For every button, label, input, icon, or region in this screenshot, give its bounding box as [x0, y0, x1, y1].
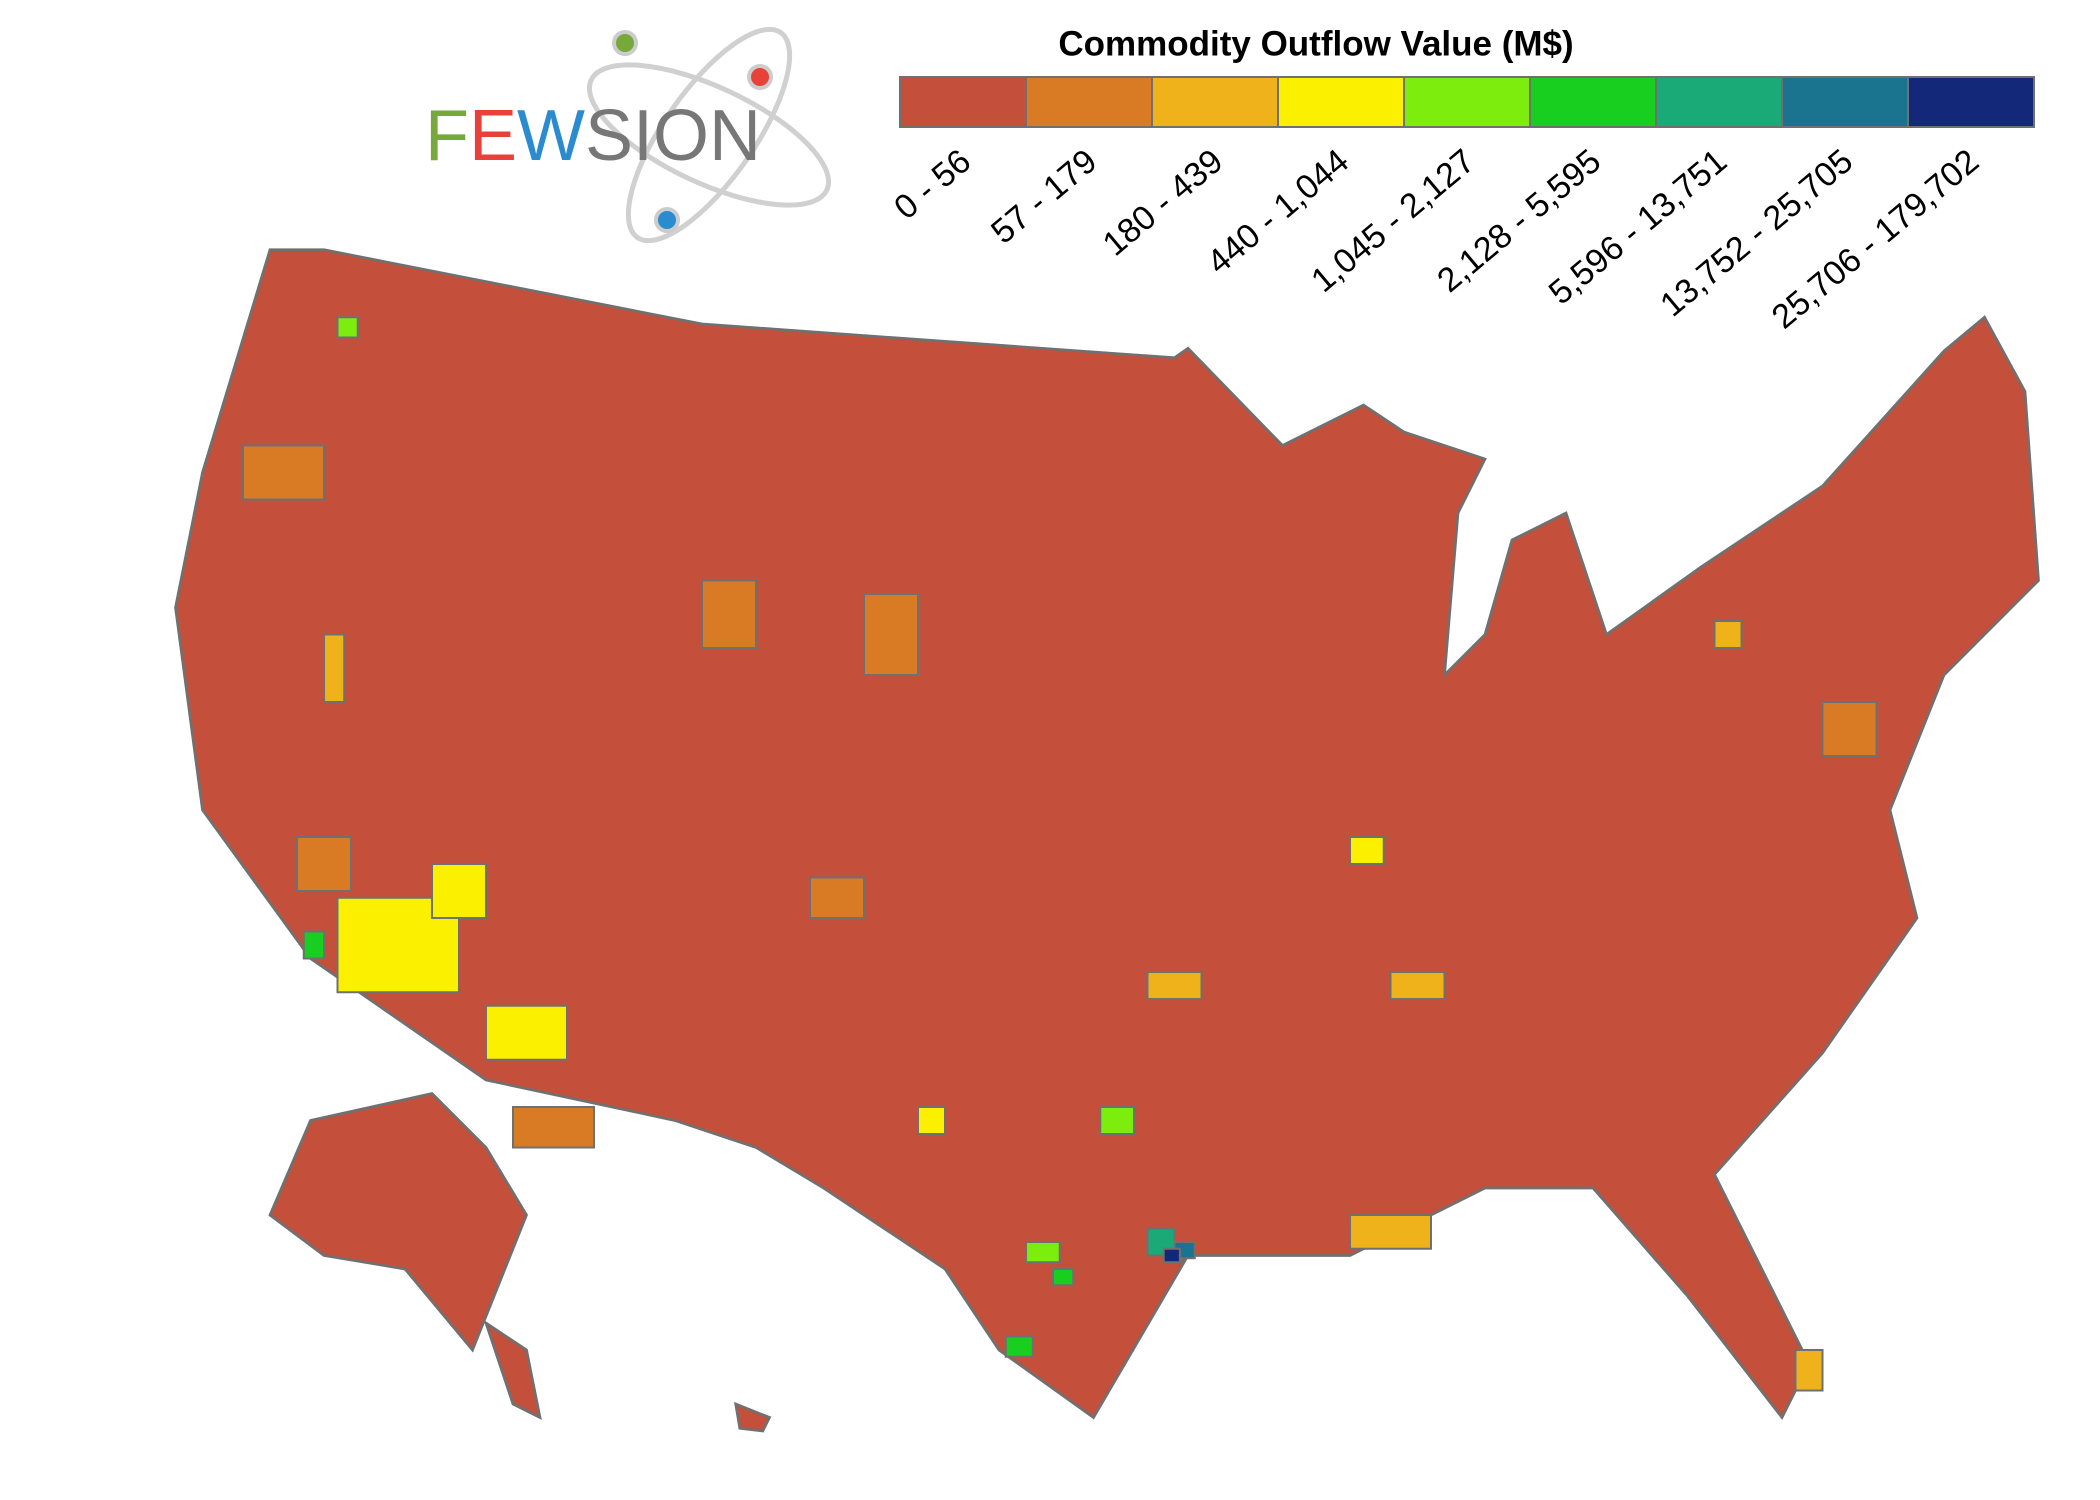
legend-swatch	[1781, 76, 1909, 128]
logo-letter: W	[517, 96, 585, 176]
logo-dot	[654, 207, 680, 233]
orbit	[586, 62, 832, 208]
county-patch	[1162, 1247, 1181, 1264]
legend-swatch	[1025, 76, 1153, 128]
legend-swatch	[1151, 76, 1279, 128]
county-patch	[1348, 1213, 1433, 1250]
county-patch	[1389, 970, 1446, 1001]
county-patch	[241, 444, 326, 501]
alaska	[268, 1092, 529, 1353]
legend-swatch	[1529, 76, 1657, 128]
county-patch	[1004, 1335, 1034, 1358]
county-patch	[862, 592, 920, 677]
legend-title: Commodity Outflow Value (M$)	[1058, 24, 1573, 63]
county-patch	[511, 1105, 596, 1149]
islands	[483, 1319, 772, 1433]
legend-label: 25,706 - 179,702	[1765, 142, 1986, 336]
county-patch	[295, 835, 353, 893]
legend-label: 0 - 56	[887, 142, 978, 227]
county-patch	[1794, 1348, 1824, 1392]
legend-label: 57 - 179	[984, 142, 1104, 251]
logo-letter: F	[425, 96, 469, 176]
logo-orbits	[586, 26, 832, 244]
logo-dot	[612, 30, 638, 56]
county-patch	[302, 930, 326, 960]
legend-swatch	[1403, 76, 1531, 128]
logo-text: FEWSION	[425, 96, 761, 176]
county-patch	[336, 316, 359, 339]
legend-swatch	[1277, 76, 1405, 128]
logo-letter: E	[469, 96, 517, 176]
county-patch	[1099, 1105, 1136, 1136]
legend-swatch	[899, 76, 1027, 128]
map	[174, 248, 2040, 1433]
county-patch	[1713, 619, 1743, 650]
orbit	[625, 26, 793, 244]
legend-swatch	[1907, 76, 2035, 128]
county-patch	[1024, 1240, 1061, 1264]
legend-swatch	[1655, 76, 1783, 128]
county-patch	[484, 1004, 569, 1061]
county-patch	[700, 579, 758, 650]
logo-dot	[747, 64, 773, 90]
county-patch	[1348, 835, 1385, 866]
county-patch	[1146, 970, 1203, 1001]
county-patch	[1821, 700, 1878, 758]
county-patch	[430, 862, 488, 920]
county-patch	[322, 633, 346, 704]
county-patch	[916, 1105, 947, 1136]
logo-letter: SION	[585, 96, 761, 176]
county-patch	[808, 876, 866, 920]
county-patch	[1051, 1267, 1075, 1287]
land	[174, 248, 2040, 1421]
